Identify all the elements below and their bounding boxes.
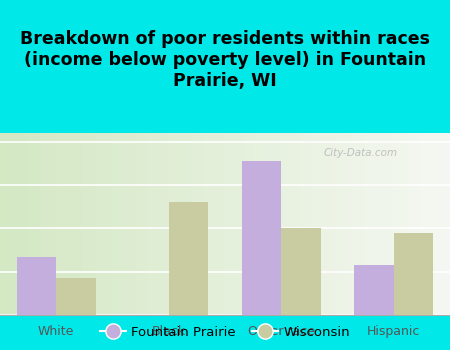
Bar [242,161,281,315]
Bar [17,257,56,315]
Bar [394,233,433,315]
Text: Breakdown of poor residents within races
(income below poverty level) in Fountai: Breakdown of poor residents within races… [20,30,430,90]
Text: City-Data.com: City-Data.com [324,148,398,158]
Legend: Fountain Prairie, Wisconsin: Fountain Prairie, Wisconsin [94,321,356,344]
Bar [169,202,208,315]
Bar [281,228,320,315]
Bar [355,265,394,315]
Bar [56,278,95,315]
